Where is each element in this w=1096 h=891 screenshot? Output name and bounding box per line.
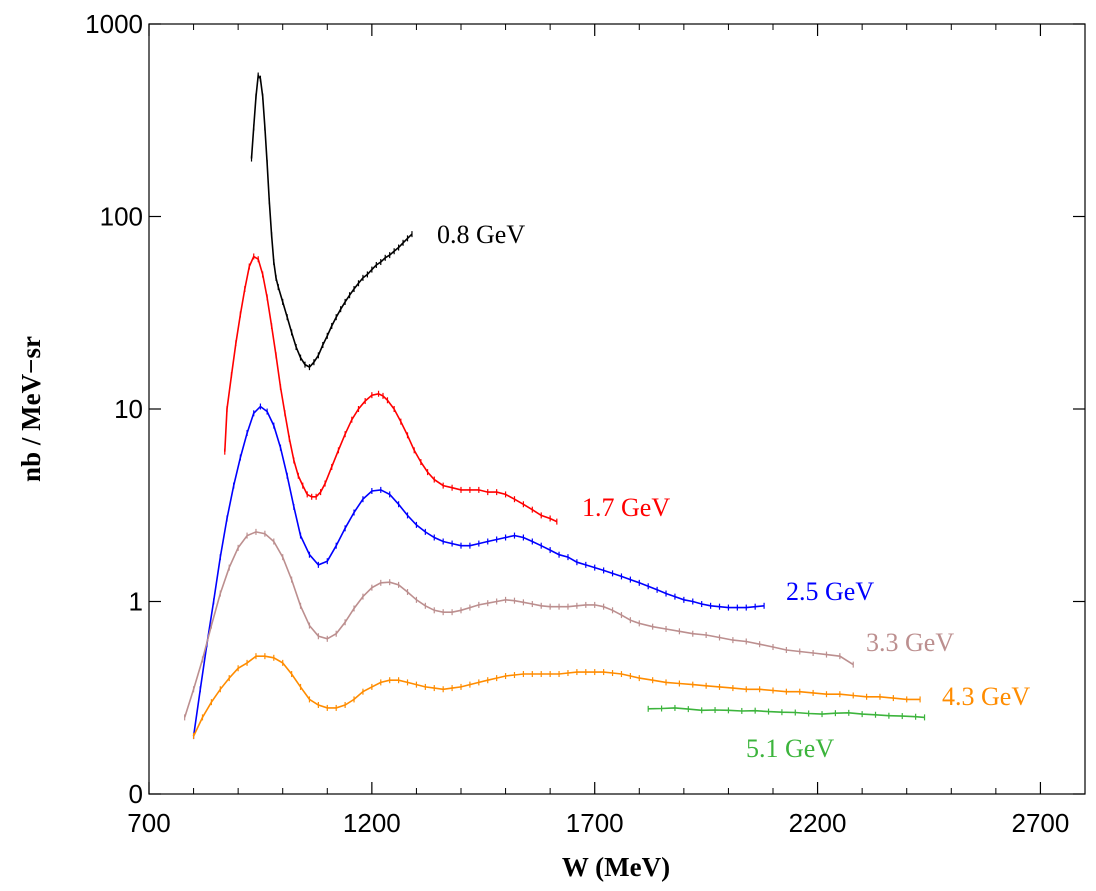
y-tick-label: 10 xyxy=(114,394,143,424)
y-tick-label: 1 xyxy=(129,587,143,617)
x-axis-title: W (MeV) xyxy=(562,852,670,882)
series-label-5-1-gev: 5.1 GeV xyxy=(746,734,834,763)
series-lines xyxy=(183,72,926,740)
tick-marks xyxy=(148,23,1085,795)
x-tick-label: 700 xyxy=(127,808,170,838)
y-tick-label: 100 xyxy=(100,202,143,232)
series-line-4-3-gev xyxy=(192,655,921,737)
series-line-5-1-gev xyxy=(648,707,925,719)
x-tick-label: 2700 xyxy=(1012,808,1070,838)
series-label-4-3-gev: 4.3 GeV xyxy=(942,682,1030,711)
y-axis-title: nb / MeV−sr xyxy=(16,336,46,482)
series-line-1-7-gev xyxy=(224,255,558,523)
x-tick-label: 2200 xyxy=(789,808,847,838)
y-tick-label: 0 xyxy=(129,779,143,809)
x-tick-label: 1700 xyxy=(566,808,624,838)
series-labels: 0.8 GeV 1.7 GeV 2.5 GeV 3.3 GeV 4.3 GeV 5.1 G… xyxy=(437,220,1030,763)
x-tick-label: 1200 xyxy=(343,808,401,838)
y-tick-label: 1000 xyxy=(85,9,143,39)
tick-labels: 700 1200 1700 2200 2700 0 1 10 100 1000 xyxy=(85,9,1069,838)
series-label-1-7-gev: 1.7 GeV xyxy=(582,493,670,522)
series-line-3-3-gev xyxy=(183,531,854,718)
series-line-2-5-gev xyxy=(192,405,765,737)
plot-frame xyxy=(148,23,1086,795)
series-label-0-8-gev: 0.8 GeV xyxy=(437,220,525,249)
series-label-2-5-gev: 2.5 GeV xyxy=(786,577,874,606)
series-label-3-3-gev: 3.3 GeV xyxy=(866,628,954,657)
